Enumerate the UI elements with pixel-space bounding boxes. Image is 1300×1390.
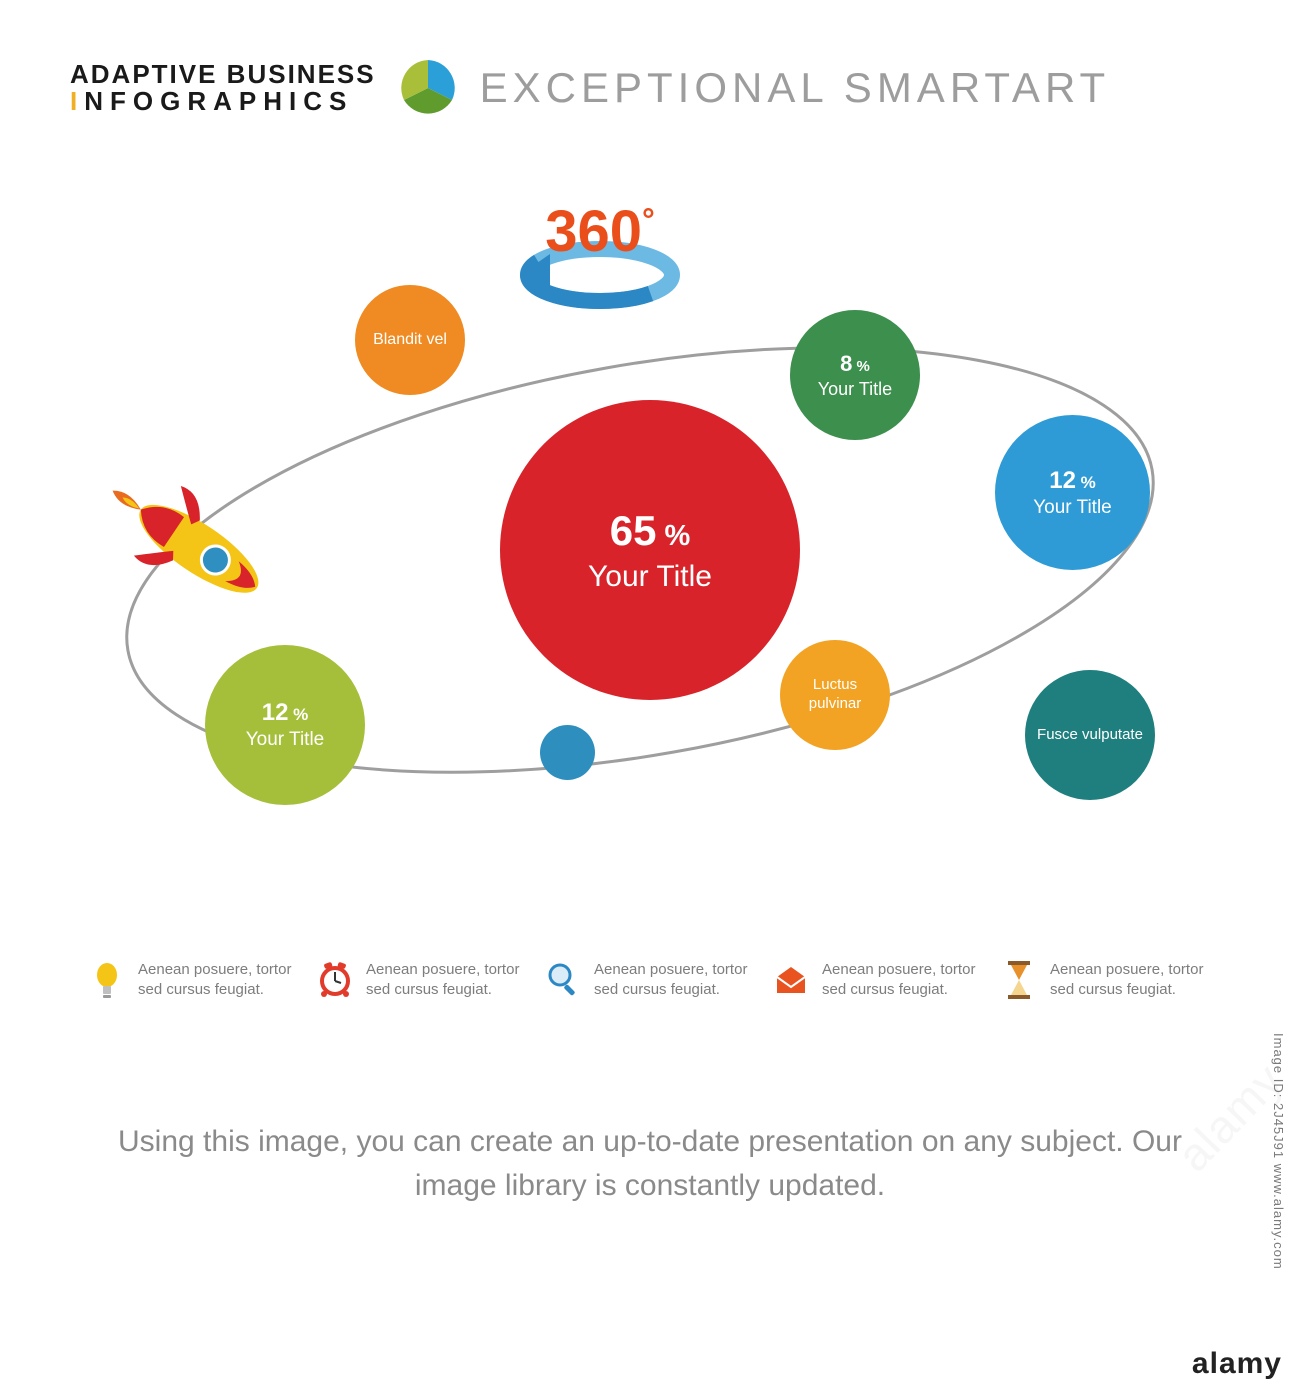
bubble-pct: 12 % bbox=[1049, 466, 1096, 496]
legend-text: Aenean posuere, tortor sed cursus feugia… bbox=[366, 960, 526, 1001]
hourglass-icon bbox=[1002, 960, 1036, 1000]
watermark-brand: alamy bbox=[1192, 1347, 1282, 1380]
bubble-olive-12: 12 %Your Title bbox=[205, 645, 365, 805]
legend-text: Aenean posuere, tortor sed cursus feugia… bbox=[138, 960, 298, 1001]
badge-360: 360° bbox=[500, 180, 700, 335]
bubble-label: Luctus pulvinar bbox=[780, 676, 890, 714]
bubble-green-8: 8 %Your Title bbox=[790, 310, 920, 440]
brand-accent: I bbox=[70, 86, 84, 116]
bubble-luctus: Luctus pulvinar bbox=[780, 640, 890, 750]
bubble-label: Your Title bbox=[580, 558, 720, 596]
bubble-blandit: Blandit vel bbox=[355, 285, 465, 395]
brand-rest: NFOGRAPHICS bbox=[84, 86, 353, 116]
legend-item-hourglass: Aenean posuere, tortor sed cursus feugia… bbox=[1002, 960, 1210, 1001]
bubble-label: Your Title bbox=[1025, 496, 1120, 520]
search-icon bbox=[546, 960, 580, 1000]
orbit-diagram: 360° 65 %Your TitleBlandit vel8 %Your Ti… bbox=[0, 170, 1300, 890]
brand: ADAPTIVE BUSINESS INFOGRAPHICS bbox=[70, 61, 376, 116]
bubble-label: Fusce vulputate bbox=[1029, 726, 1151, 745]
badge-360-text: 360° bbox=[500, 198, 700, 265]
bubble-fusce: Fusce vulputate bbox=[1025, 670, 1155, 800]
bubble-label: Blandit vel bbox=[365, 330, 455, 350]
header: ADAPTIVE BUSINESS INFOGRAPHICS EXCEPTION… bbox=[70, 60, 1230, 116]
legend-item-bulb: Aenean posuere, tortor sed cursus feugia… bbox=[90, 960, 298, 1001]
legend-text: Aenean posuere, tortor sed cursus feugia… bbox=[594, 960, 754, 1001]
bubble-blue-12: 12 %Your Title bbox=[995, 415, 1150, 570]
brand-line2: INFOGRAPHICS bbox=[70, 88, 376, 115]
page-title: EXCEPTIONAL SMARTART bbox=[480, 64, 1111, 112]
legend-text: Aenean posuere, tortor sed cursus feugia… bbox=[1050, 960, 1210, 1001]
bubble-pct: 8 % bbox=[840, 350, 870, 378]
brand-line1: ADAPTIVE BUSINESS bbox=[70, 61, 376, 88]
legend-row: Aenean posuere, tortor sed cursus feugia… bbox=[90, 960, 1210, 1001]
bubble-pct: 12 % bbox=[262, 698, 309, 728]
bubble-label: Your Title bbox=[238, 728, 333, 752]
legend-item-mail: Aenean posuere, tortor sed cursus feugia… bbox=[774, 960, 982, 1001]
mail-icon bbox=[774, 960, 808, 1000]
legend-item-clock: Aenean posuere, tortor sed cursus feugia… bbox=[318, 960, 526, 1001]
legend-item-search: Aenean posuere, tortor sed cursus feugia… bbox=[546, 960, 754, 1001]
watermark-code: Image ID: 2J45J91 www.alamy.com bbox=[1271, 1033, 1286, 1270]
clock-icon bbox=[318, 960, 352, 1000]
bubble-label: Your Title bbox=[810, 378, 900, 401]
bulb-icon bbox=[90, 960, 124, 1000]
bubble-center: 65 %Your Title bbox=[500, 400, 800, 700]
legend-text: Aenean posuere, tortor sed cursus feugia… bbox=[822, 960, 982, 1001]
degree-symbol: ° bbox=[642, 202, 655, 238]
brand-logo-icon bbox=[400, 60, 456, 116]
caption-text: Using this image, you can create an up-t… bbox=[80, 1120, 1220, 1207]
bubble-tiny-blue bbox=[540, 725, 595, 780]
bubble-pct: 65 % bbox=[610, 505, 691, 558]
